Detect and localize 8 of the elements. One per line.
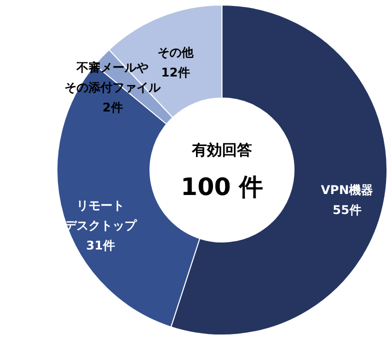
slice-label: VPN機器 [320,182,374,197]
text: 有効回答 [191,141,252,159]
slice-label: その他 [157,45,194,60]
data-label: 31件 [86,238,115,252]
data-label: 12件 [161,65,190,80]
data-label: 55件 [332,202,362,217]
data-label: 2件 [102,100,123,114]
text: 100 件 [180,173,264,201]
